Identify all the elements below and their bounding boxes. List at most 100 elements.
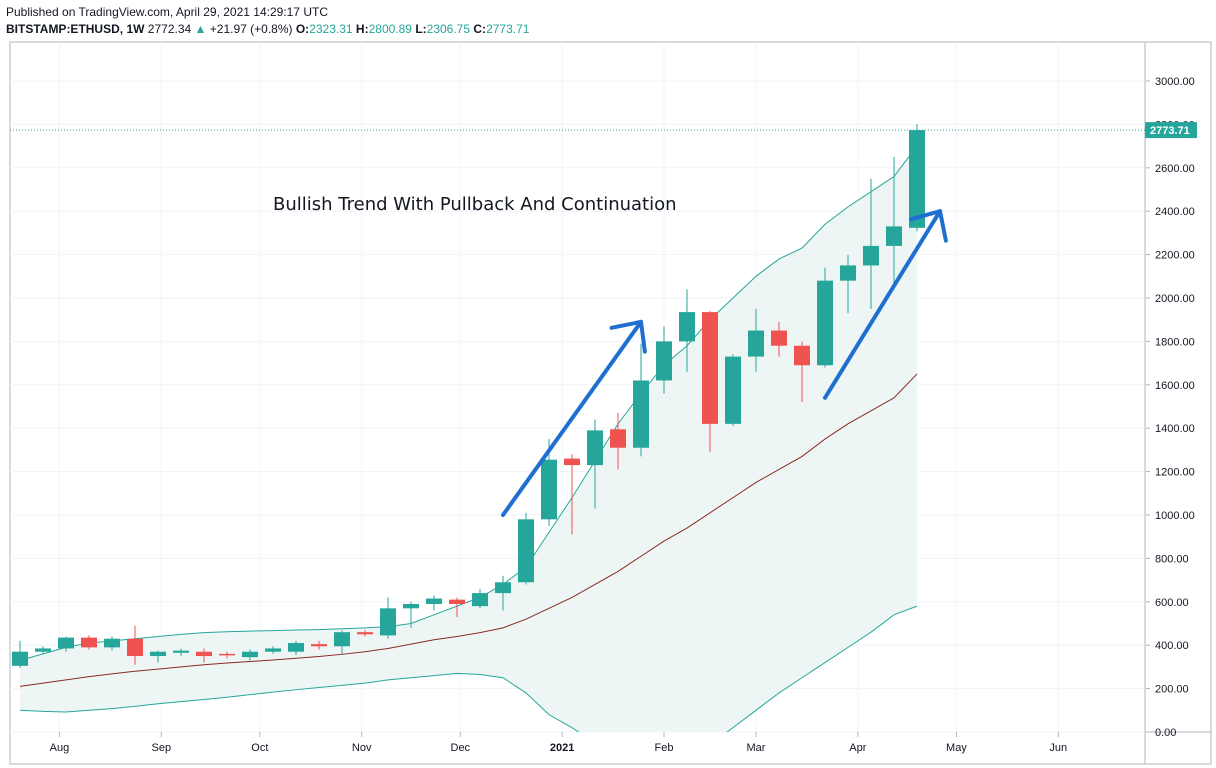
y-tick-label: 200.00 — [1155, 684, 1189, 696]
basis-line — [19, 373, 918, 687]
candle — [219, 651, 235, 659]
candle — [380, 597, 396, 639]
candle-body — [909, 130, 925, 228]
candle-body — [104, 638, 120, 648]
candle-body — [426, 598, 442, 604]
trend-arrow-head — [609, 319, 647, 354]
candle-body — [518, 519, 534, 583]
candle — [127, 625, 143, 665]
x-tick-label: Jun — [1049, 742, 1067, 754]
candle — [679, 289, 695, 372]
candle — [863, 178, 879, 309]
candle-body — [794, 345, 810, 366]
candle-body — [886, 226, 902, 246]
trend-arrow-head — [909, 209, 948, 243]
upper-band — [19, 145, 918, 661]
candle — [610, 413, 626, 470]
candle-body — [403, 603, 419, 609]
candle-body — [495, 582, 511, 594]
candle-body — [748, 330, 764, 357]
candle — [403, 601, 419, 628]
candle — [173, 648, 189, 657]
candle-body — [679, 312, 695, 342]
y-tick-label: 800.00 — [1155, 553, 1189, 565]
candle-body — [242, 651, 258, 658]
y-tick-label: 1200.00 — [1155, 467, 1195, 479]
price-change: +21.97 (+0.8%) — [209, 22, 293, 36]
candle-body — [12, 651, 28, 666]
change-arrow-icon: ▲ — [194, 22, 207, 36]
candle — [242, 649, 258, 661]
y-tick-label: 2400.00 — [1155, 206, 1195, 218]
last-price: 2772.34 — [147, 22, 192, 36]
candle — [265, 646, 281, 654]
trend-arrows — [501, 209, 948, 517]
candle-body — [840, 265, 856, 281]
band-fill — [20, 146, 917, 732]
candle-body — [610, 429, 626, 448]
close-label: C: — [473, 22, 487, 36]
candle — [334, 630, 350, 654]
x-tick-label: Feb — [655, 742, 674, 754]
candle — [909, 124, 925, 232]
symbol-label[interactable]: BITSTAMP:ETHUSD, 1W — [6, 22, 145, 36]
candle — [564, 454, 580, 535]
high-label: H: — [355, 22, 369, 36]
candle — [357, 630, 373, 637]
candle-body — [633, 380, 649, 448]
published-text: Published on TradingView.com, April 29, … — [6, 5, 328, 19]
candle-body — [127, 638, 143, 657]
y-tick-label: 2000.00 — [1155, 293, 1195, 305]
candle — [104, 636, 120, 651]
last-price-badge-text: 2773.71 — [1150, 125, 1190, 137]
candle-body — [702, 312, 718, 424]
open-label: O: — [295, 22, 310, 36]
candle — [495, 575, 511, 611]
candle — [587, 419, 603, 509]
candle — [288, 640, 304, 655]
candle — [886, 156, 902, 290]
x-tick-label: Dec — [451, 742, 471, 754]
candle-body — [863, 245, 879, 266]
candle — [518, 512, 534, 585]
y-tick-label: 1000.00 — [1155, 510, 1195, 522]
candle-body — [58, 637, 74, 649]
candle — [725, 354, 741, 427]
candle — [656, 326, 672, 394]
open-value: 2323.31 — [309, 22, 353, 36]
candle — [81, 635, 97, 650]
x-tick-label: Nov — [352, 742, 372, 754]
x-tick-label: Apr — [849, 742, 866, 754]
candle-body — [449, 599, 465, 604]
price-axis: 0.00 200.00 400.00 600.00 800.00 1000.00 1200.… — [1145, 76, 1195, 739]
candle-body — [771, 330, 787, 346]
candle — [748, 308, 764, 372]
y-tick-label: 2200.00 — [1155, 250, 1195, 262]
candle — [840, 254, 856, 314]
candle-body — [311, 644, 327, 647]
y-tick-label: 2600.00 — [1155, 163, 1195, 175]
candle-body — [196, 651, 212, 657]
last-price-badge — [1145, 122, 1197, 139]
candle — [817, 267, 833, 368]
y-tick-label: 1800.00 — [1155, 336, 1195, 348]
candle-body — [334, 632, 350, 647]
lower-band — [19, 605, 918, 732]
candle — [150, 650, 166, 663]
y-tick-label: 1600.00 — [1155, 380, 1195, 392]
y-tick-label: 1400.00 — [1155, 423, 1195, 435]
candle-body — [656, 341, 672, 381]
candle — [472, 588, 488, 609]
trend-arrow-shaft — [501, 319, 643, 517]
candle-body — [472, 593, 488, 607]
y-tick-label: 600.00 — [1155, 597, 1189, 609]
trend-arrow — [823, 209, 948, 400]
x-tick-label: Mar — [747, 742, 766, 754]
candle-body — [265, 648, 281, 652]
candle — [311, 640, 327, 650]
y-tick-label: 0.00 — [1155, 727, 1176, 739]
candle-body — [81, 637, 97, 648]
candle — [35, 646, 51, 654]
candle-body — [357, 632, 373, 635]
